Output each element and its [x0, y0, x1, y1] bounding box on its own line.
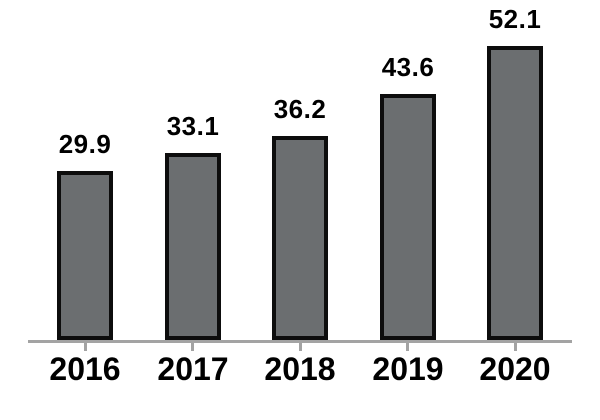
bar-value-label: 36.2 [273, 94, 327, 124]
bar-value-label: 29.9 [58, 129, 112, 159]
bar-value-label: 43.6 [381, 52, 435, 82]
axis-tick [406, 340, 409, 351]
bar-2019 [380, 94, 436, 340]
bar-value-label: 33.1 [166, 111, 220, 141]
x-tick-label: 2017 [157, 351, 229, 387]
bar-2020 [487, 46, 543, 340]
x-tick-label: 2018 [264, 351, 336, 387]
axis-tick [299, 340, 302, 351]
bar-2017 [165, 153, 221, 340]
axis-tick [191, 340, 194, 351]
x-tick-label: 2020 [479, 351, 551, 387]
bar-2018 [272, 136, 328, 340]
axis-tick [84, 340, 87, 351]
x-tick-label: 2019 [372, 351, 444, 387]
axis-tick [514, 340, 517, 351]
bar-value-label: 52.1 [488, 4, 542, 34]
x-tick-label: 2016 [49, 351, 121, 387]
bar-2016 [57, 171, 113, 340]
